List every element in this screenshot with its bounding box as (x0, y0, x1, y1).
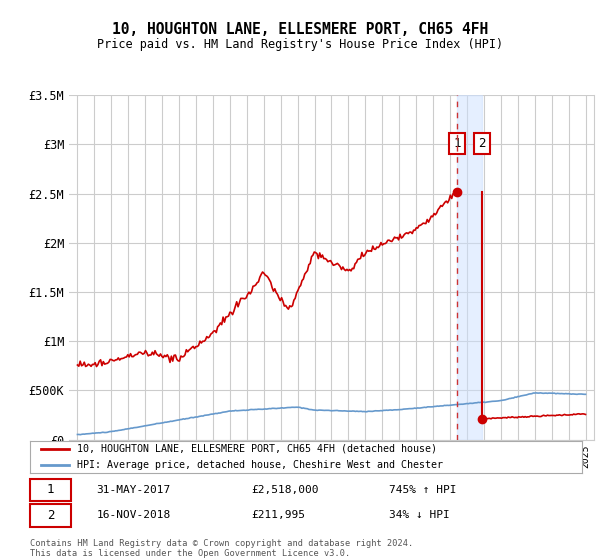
Text: 1: 1 (454, 137, 461, 150)
Text: 10, HOUGHTON LANE, ELLESMERE PORT, CH65 4FH: 10, HOUGHTON LANE, ELLESMERE PORT, CH65 … (112, 22, 488, 38)
Text: £211,995: £211,995 (251, 510, 305, 520)
FancyBboxPatch shape (30, 479, 71, 501)
Text: 10, HOUGHTON LANE, ELLESMERE PORT, CH65 4FH (detached house): 10, HOUGHTON LANE, ELLESMERE PORT, CH65 … (77, 444, 437, 454)
Text: 745% ↑ HPI: 745% ↑ HPI (389, 485, 457, 495)
Text: Price paid vs. HM Land Registry's House Price Index (HPI): Price paid vs. HM Land Registry's House … (97, 38, 503, 50)
FancyBboxPatch shape (30, 504, 71, 526)
Bar (457, 95, 482, 440)
Text: HPI: Average price, detached house, Cheshire West and Chester: HPI: Average price, detached house, Ches… (77, 460, 443, 470)
Text: 34% ↓ HPI: 34% ↓ HPI (389, 510, 449, 520)
Text: 16-NOV-2018: 16-NOV-2018 (96, 510, 170, 520)
Text: 2: 2 (47, 509, 54, 522)
Text: 2: 2 (478, 137, 485, 150)
Text: Contains HM Land Registry data © Crown copyright and database right 2024.
This d: Contains HM Land Registry data © Crown c… (30, 539, 413, 558)
Text: 31-MAY-2017: 31-MAY-2017 (96, 485, 170, 495)
Text: £2,518,000: £2,518,000 (251, 485, 319, 495)
Text: 1: 1 (47, 483, 54, 496)
